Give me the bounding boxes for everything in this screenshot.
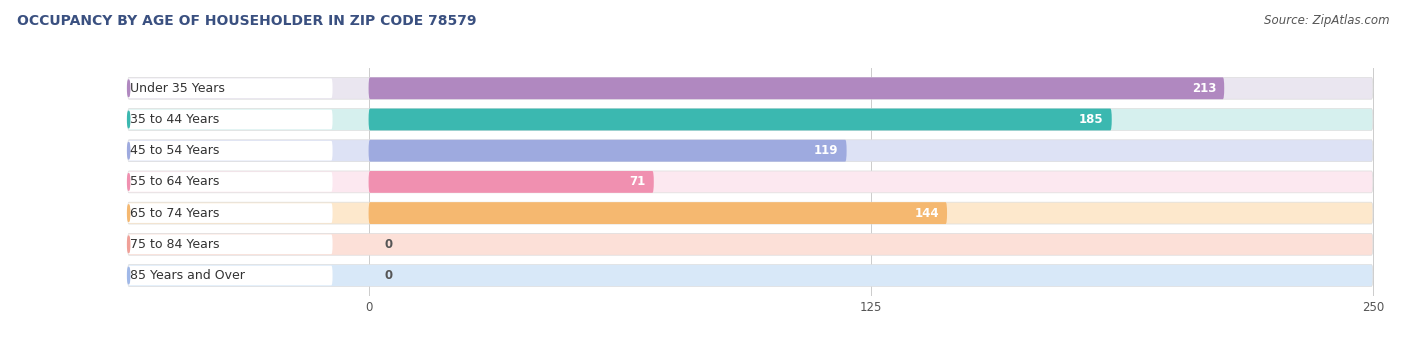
Text: 65 to 74 Years: 65 to 74 Years: [129, 207, 219, 220]
FancyBboxPatch shape: [368, 108, 1112, 131]
Text: 0: 0: [385, 238, 392, 251]
Circle shape: [128, 236, 129, 253]
Text: 119: 119: [814, 144, 838, 157]
Text: Under 35 Years: Under 35 Years: [129, 82, 225, 95]
Text: Source: ZipAtlas.com: Source: ZipAtlas.com: [1264, 14, 1389, 27]
FancyBboxPatch shape: [128, 79, 333, 98]
FancyBboxPatch shape: [128, 202, 1372, 224]
Text: 85 Years and Over: 85 Years and Over: [129, 269, 245, 282]
FancyBboxPatch shape: [368, 78, 1225, 99]
Circle shape: [128, 174, 129, 190]
Text: 55 to 64 Years: 55 to 64 Years: [129, 175, 219, 188]
FancyBboxPatch shape: [128, 235, 333, 254]
Circle shape: [128, 205, 129, 221]
Text: 45 to 54 Years: 45 to 54 Years: [129, 144, 219, 157]
FancyBboxPatch shape: [368, 140, 846, 161]
FancyBboxPatch shape: [128, 110, 333, 129]
Text: 144: 144: [914, 207, 939, 220]
Circle shape: [128, 142, 129, 159]
FancyBboxPatch shape: [368, 171, 654, 193]
FancyBboxPatch shape: [128, 108, 1372, 131]
FancyBboxPatch shape: [128, 266, 333, 285]
Circle shape: [128, 111, 129, 128]
Circle shape: [128, 80, 129, 97]
FancyBboxPatch shape: [128, 203, 333, 223]
FancyBboxPatch shape: [128, 172, 333, 192]
FancyBboxPatch shape: [128, 141, 333, 160]
FancyBboxPatch shape: [128, 233, 1372, 255]
Text: 75 to 84 Years: 75 to 84 Years: [129, 238, 219, 251]
Text: 185: 185: [1078, 113, 1104, 126]
Text: 71: 71: [630, 175, 645, 188]
Text: OCCUPANCY BY AGE OF HOUSEHOLDER IN ZIP CODE 78579: OCCUPANCY BY AGE OF HOUSEHOLDER IN ZIP C…: [17, 14, 477, 28]
FancyBboxPatch shape: [128, 171, 1372, 193]
FancyBboxPatch shape: [128, 140, 1372, 161]
Text: 35 to 44 Years: 35 to 44 Years: [129, 113, 219, 126]
Text: 0: 0: [385, 269, 392, 282]
Text: 213: 213: [1192, 82, 1216, 95]
Circle shape: [128, 267, 129, 284]
FancyBboxPatch shape: [368, 202, 948, 224]
FancyBboxPatch shape: [128, 78, 1372, 99]
FancyBboxPatch shape: [128, 265, 1372, 286]
